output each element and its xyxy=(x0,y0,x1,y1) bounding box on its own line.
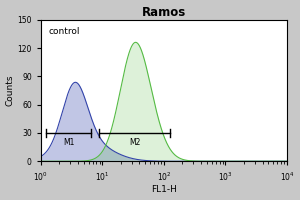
Title: Ramos: Ramos xyxy=(142,6,186,19)
X-axis label: FL1-H: FL1-H xyxy=(151,185,177,194)
Text: M1: M1 xyxy=(63,138,74,147)
Text: M2: M2 xyxy=(129,138,140,147)
Y-axis label: Counts: Counts xyxy=(6,75,15,106)
Text: control: control xyxy=(48,27,80,36)
